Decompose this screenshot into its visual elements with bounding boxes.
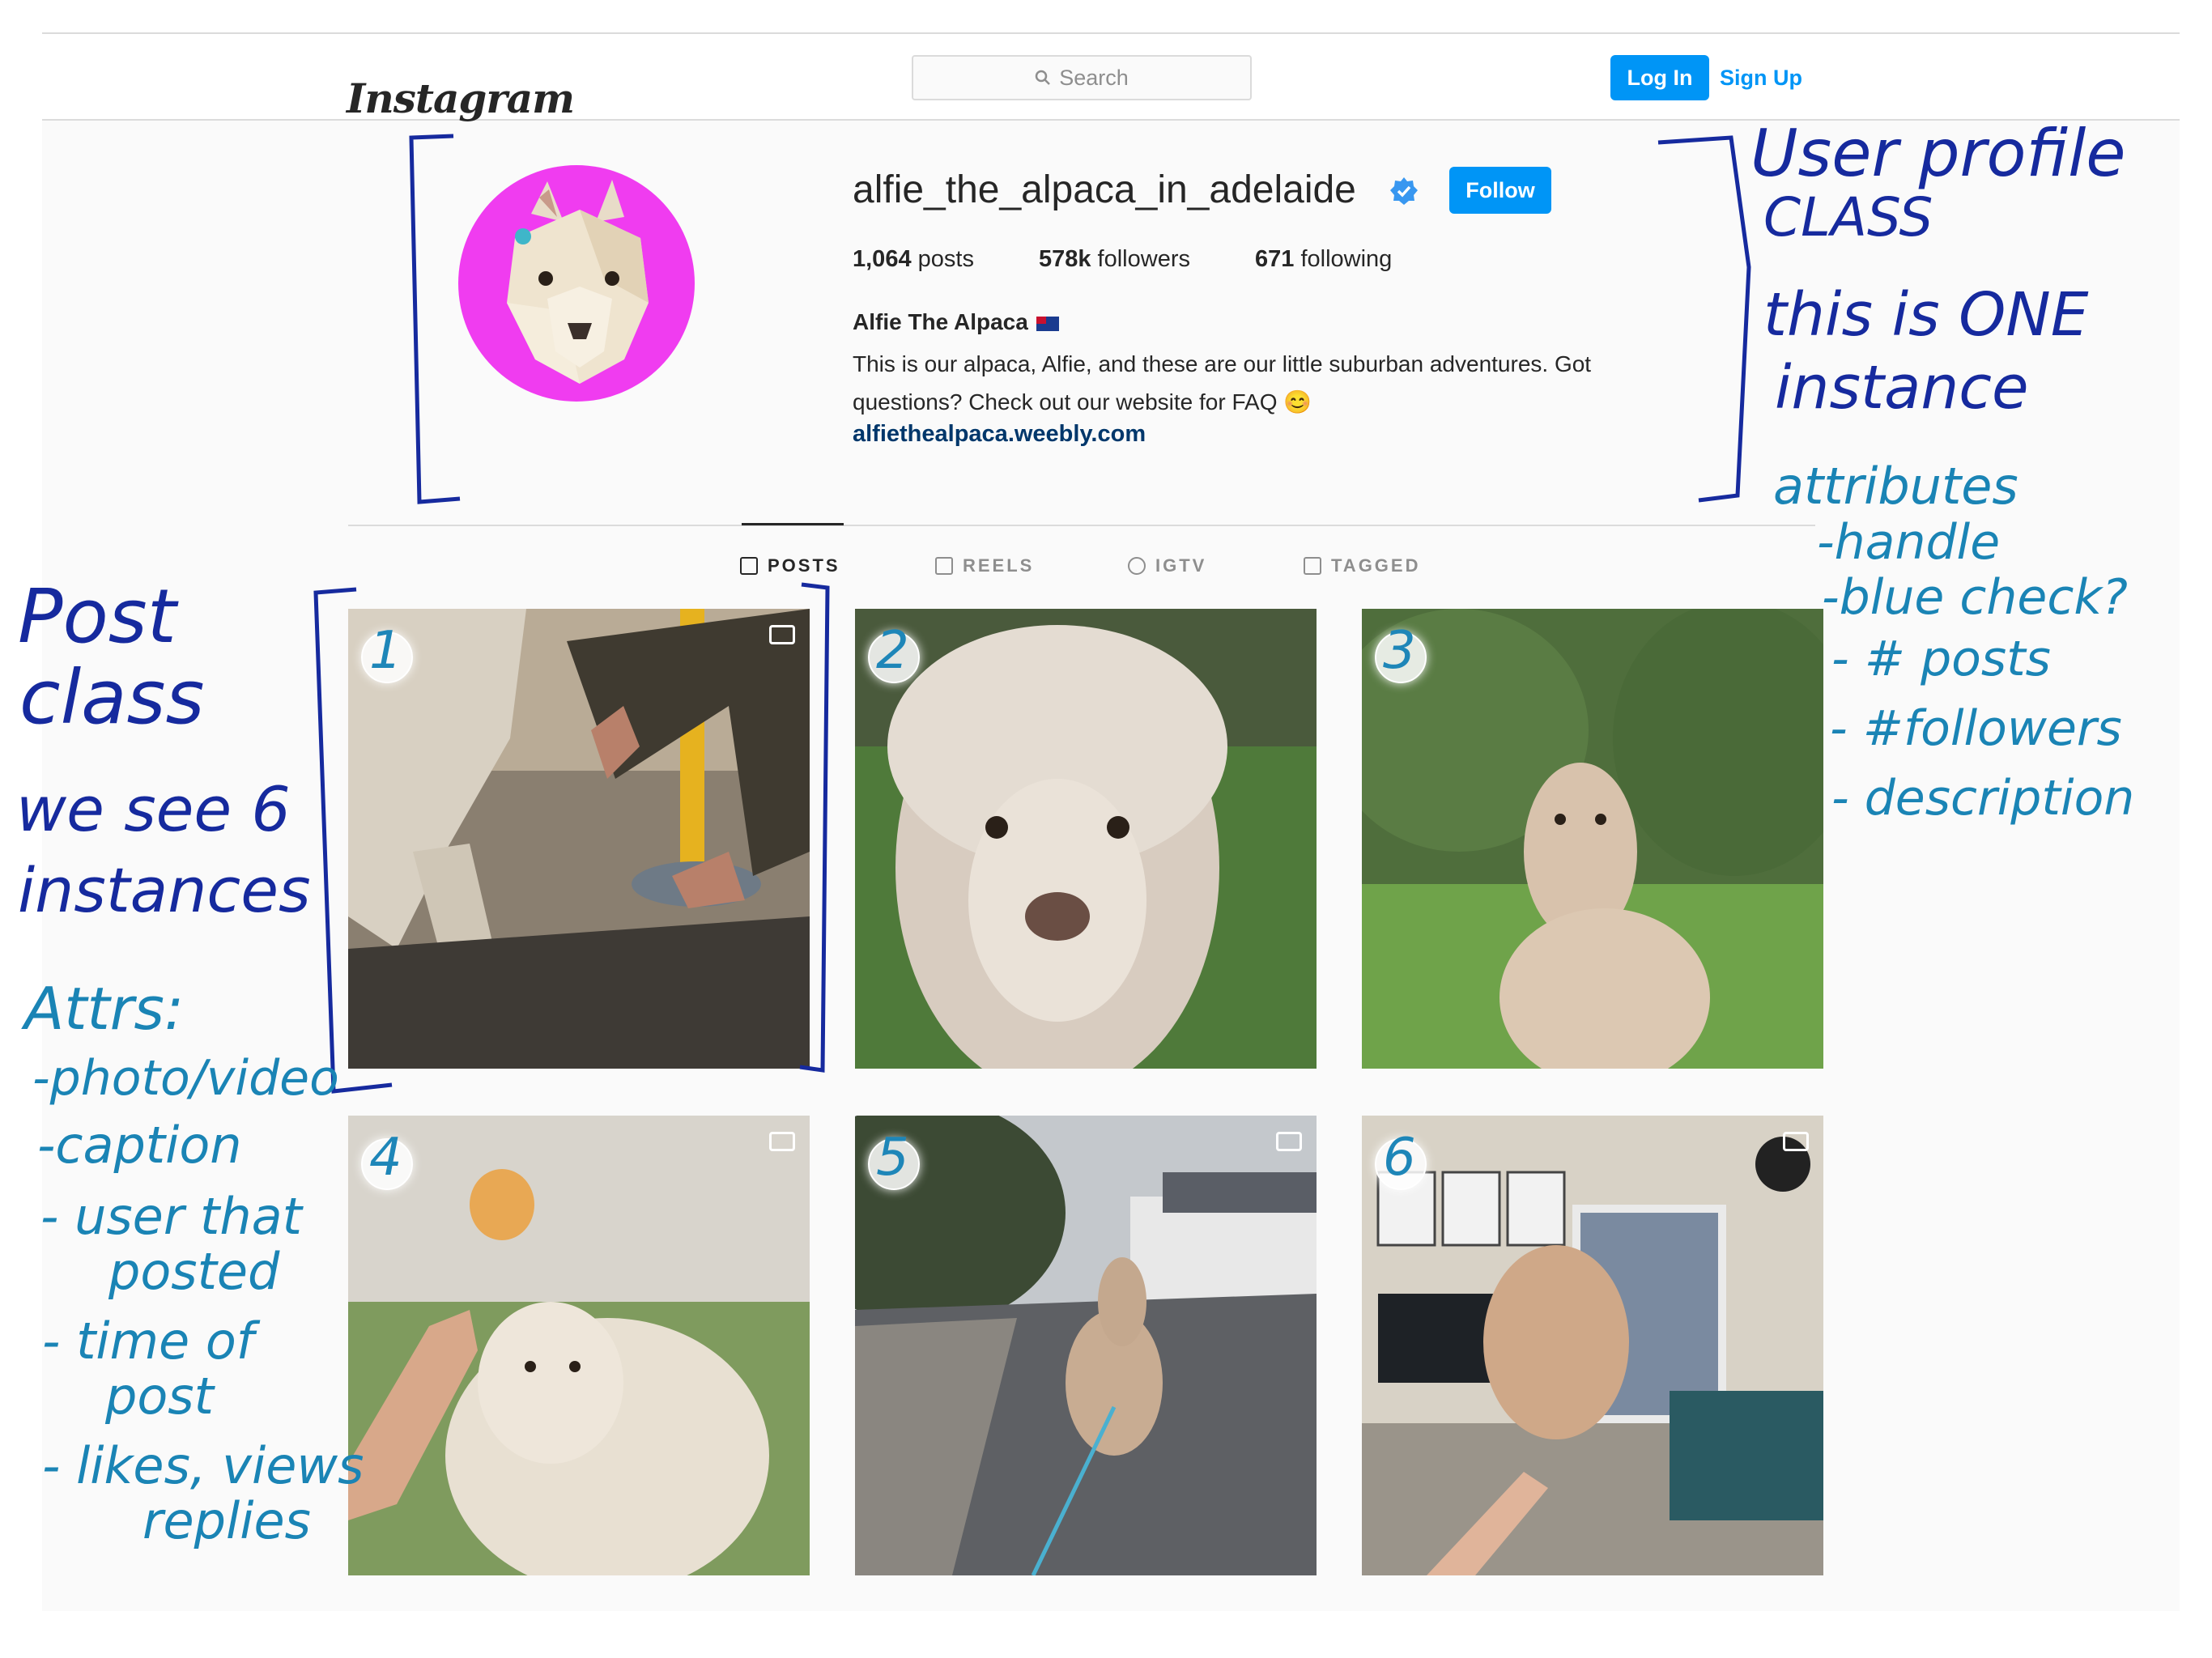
bio-line-1: This is our alpaca, Alfie, and these are… xyxy=(853,351,1592,376)
alpaca-avatar-illustration xyxy=(507,180,649,384)
post-photo-4 xyxy=(348,1116,810,1575)
signup-button[interactable]: Sign Up xyxy=(1720,65,1802,90)
navbar: Instagram Search Log In Sign Up xyxy=(42,34,2180,122)
tab-igtv[interactable]: IGTV xyxy=(1128,555,1206,576)
annotation-number-bubble xyxy=(361,1138,413,1190)
tagged-icon xyxy=(1304,557,1321,575)
avatar[interactable] xyxy=(458,165,695,402)
post-tile-6[interactable]: 6 xyxy=(1362,1116,1823,1575)
profile-handle: alfie_the_alpaca_in_adelaide xyxy=(853,168,1356,211)
tab-posts[interactable]: POSTS xyxy=(740,555,840,576)
annotation-attributes-title: attributes xyxy=(1773,457,2018,516)
igtv-icon xyxy=(1128,557,1146,575)
annotation-post-title: Post xyxy=(18,573,177,660)
annotation-attr-posts: - # posts xyxy=(1831,631,2051,687)
annotation-six-instances-2: instances xyxy=(18,854,311,926)
annotation-user-profile-class: CLASS xyxy=(1763,186,1933,249)
annotation-attr-posted: posted xyxy=(108,1242,280,1301)
following-stat[interactable]: 671 following xyxy=(1254,246,1393,272)
annotation-post-class: class xyxy=(19,654,205,741)
annotation-attr-followers: - #followers xyxy=(1830,700,2122,757)
annotation-attr-blue-check: -blue check? xyxy=(1822,569,2128,626)
annotation-user-profile-title: User profile xyxy=(1750,116,2126,191)
profile-bio: This is our alpaca, Alfie, and these are… xyxy=(853,345,1727,421)
video-camera-icon xyxy=(1783,1132,1809,1151)
post-number-label: 5 xyxy=(876,1128,909,1188)
post-photo-5 xyxy=(855,1116,1317,1575)
profile-website-link[interactable]: alfiethealpaca.weebly.com xyxy=(853,421,1146,447)
reels-icon xyxy=(935,557,953,575)
annotation-attr-caption: -caption xyxy=(37,1116,242,1175)
annotation-attr-description: - description xyxy=(1831,770,2135,827)
post-tile-5[interactable]: 5 xyxy=(855,1116,1317,1575)
tab-reels[interactable]: REELS xyxy=(935,555,1034,576)
post-photo-2 xyxy=(855,609,1317,1069)
login-button[interactable]: Log In xyxy=(1610,55,1709,100)
annotation-one-instance-2: instance xyxy=(1775,353,2029,423)
annotation-attr-replies: replies xyxy=(143,1491,311,1550)
verified-badge-icon xyxy=(1390,177,1418,205)
annotation-number-bubble xyxy=(868,631,920,683)
annotation-number-bubble xyxy=(1375,631,1427,683)
australian-flag-icon xyxy=(1036,316,1059,331)
profile-name: Alfie The Alpaca xyxy=(853,309,1059,335)
video-camera-icon xyxy=(1276,1132,1302,1151)
followers-stat[interactable]: 578k followers xyxy=(1038,246,1190,272)
post-right-bracket xyxy=(799,582,830,1073)
annotation-one-instance-1: this is ONE xyxy=(1763,280,2089,350)
annotation-number-bubble xyxy=(868,1138,920,1190)
post-number-label: 2 xyxy=(876,621,909,681)
post-photo-6 xyxy=(1362,1116,1823,1575)
search-input[interactable]: Search xyxy=(912,55,1252,100)
profile-right-bracket xyxy=(1657,135,1751,503)
post-number-label: 1 xyxy=(369,621,402,681)
posts-stat: 1,064 posts xyxy=(853,246,974,272)
post-tile-1[interactable]: 1 xyxy=(348,609,810,1069)
post-tile-4[interactable]: 4 xyxy=(348,1116,810,1575)
active-tab-indicator xyxy=(742,523,844,525)
post-number-label: 6 xyxy=(1383,1128,1416,1188)
annotation-six-instances-1: we see 6 xyxy=(16,773,291,845)
annotation-attr-handle: -handle xyxy=(1817,514,2001,571)
post-tile-2[interactable]: 2 xyxy=(855,609,1317,1069)
post-tile-3[interactable]: 3 xyxy=(1362,609,1823,1069)
profile-left-bracket xyxy=(409,134,461,504)
bio-line-2: questions? Check out our website for FAQ… xyxy=(853,389,1312,414)
annotation-post-attrs-title: Attrs: xyxy=(24,975,185,1043)
post-left-bracket xyxy=(313,587,393,1094)
post-photo-1 xyxy=(348,609,810,1069)
annotation-attr-time-of: - time of xyxy=(42,1312,254,1371)
post-photo-3 xyxy=(1362,609,1823,1069)
search-icon xyxy=(1035,70,1051,85)
search-placeholder: Search xyxy=(1059,65,1129,90)
follow-button[interactable]: Follow xyxy=(1449,167,1551,214)
instagram-logo[interactable]: Instagram xyxy=(347,74,575,122)
annotation-attr-user-that: - user that xyxy=(40,1187,302,1246)
annotation-number-bubble xyxy=(361,631,413,683)
post-number-label: 4 xyxy=(369,1128,402,1188)
annotation-attr-post: post xyxy=(105,1367,214,1426)
annotation-attr-photo-video: -photo/video xyxy=(32,1050,339,1107)
grid-icon xyxy=(740,557,758,575)
carousel-icon xyxy=(769,625,795,644)
post-number-label: 3 xyxy=(1383,621,1416,681)
tabs-divider xyxy=(348,525,1815,526)
annotation-number-bubble xyxy=(1375,1138,1427,1190)
top-border xyxy=(42,32,2180,34)
annotation-attr-likes-views: - likes, views xyxy=(42,1436,364,1495)
tab-tagged[interactable]: TAGGED xyxy=(1304,555,1420,576)
profile-stats: 1,064 posts 578k followers 671 following xyxy=(853,246,1457,273)
video-camera-icon xyxy=(769,1132,795,1151)
